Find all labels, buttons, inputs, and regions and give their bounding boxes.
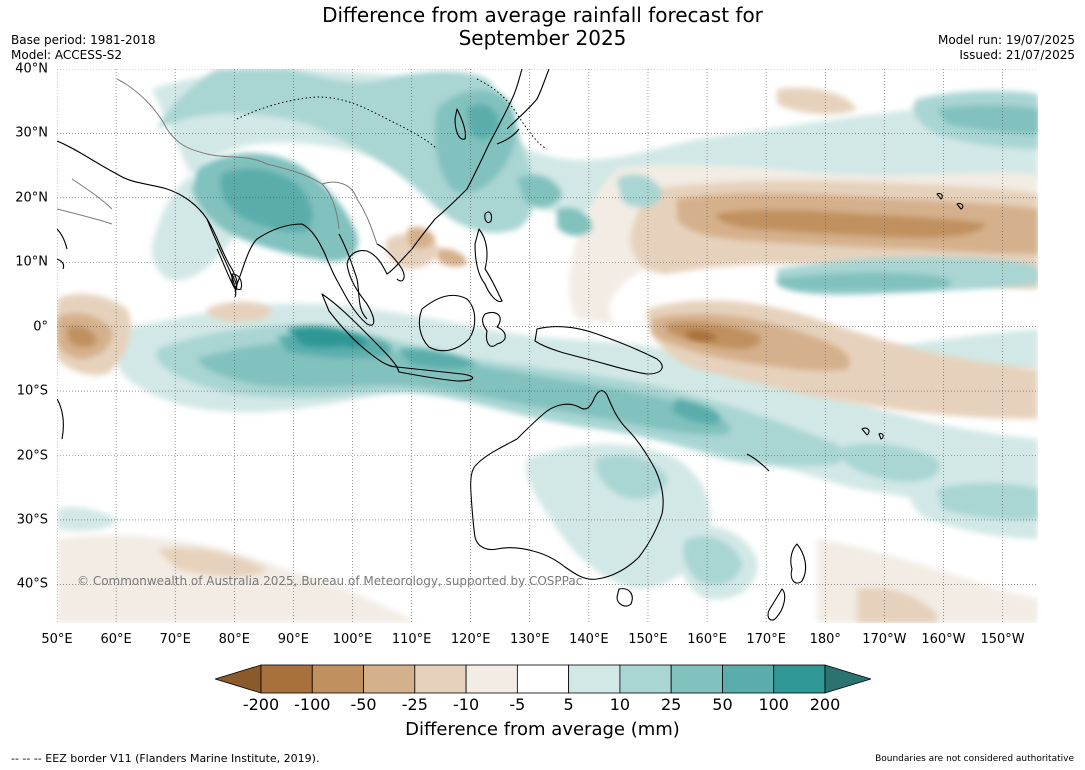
longitude-tick-label: 180° [809, 632, 841, 647]
longitude-tick-label: 110°E [391, 632, 432, 647]
eez-note: -- -- -- EEZ border V11 (Flanders Marine… [11, 752, 320, 765]
colorbar-tick-label: 50 [712, 695, 733, 714]
colorbar-tick-label: -25 [401, 695, 428, 714]
base-period-label: Base period: 1981-2018 [11, 33, 156, 47]
anomaly-100-200-regions [287, 326, 367, 347]
latitude-tick-label: 40°S [16, 576, 48, 592]
colorbar-tick-label: -50 [350, 695, 377, 714]
longitude-tick-label: 130°E [510, 632, 550, 647]
coast-tasmania [616, 588, 633, 607]
colorbar-segment [670, 664, 723, 694]
issued-label: Issued: 21/07/2025 [959, 48, 1075, 62]
colorbar-segment [722, 664, 775, 694]
model-info: Base period: 1981-2018 Model: ACCESS-S2 [11, 33, 156, 63]
longitude-tick-label: 150°W [980, 632, 1025, 647]
coast-newcaledonia [746, 453, 770, 472]
coast-borneo [418, 294, 476, 352]
eez-borders [236, 78, 548, 150]
longitude-tick-label: 80°E [218, 632, 250, 647]
coast-hawaii [936, 192, 964, 210]
colorbar-arrow-high [824, 664, 871, 694]
colorbar-tick-label: 25 [660, 695, 682, 714]
colorbar-segment [363, 664, 416, 694]
colorbar-title: Difference from average (mm) [405, 719, 680, 740]
latitude-tick-label: 0° [33, 319, 48, 335]
chart-title: Difference from average rainfall forecas… [0, 4, 1085, 50]
latitude-tick-label: 20°N [15, 190, 48, 206]
coast-newzealand [767, 543, 807, 621]
anomaly-minus100-minus200-regions [687, 330, 717, 342]
title-line-1: Difference from average rainfall forecas… [322, 3, 763, 27]
coast-newguinea [534, 325, 663, 375]
longitude-tick-label: 160°E [687, 632, 727, 647]
longitude-tick-label: 50°E [41, 632, 73, 647]
colorbar-segment [311, 664, 364, 694]
coast-africa [57, 228, 68, 270]
longitude-tick-label: 90°E [277, 632, 310, 647]
coast-sulawesi [482, 311, 506, 347]
boundaries-note: Boundaries are not considered authoritat… [875, 754, 1074, 764]
longitude-tick-label: 120°E [450, 632, 491, 647]
coast-japan [496, 69, 550, 145]
latitude-tick-label: 30°S [16, 512, 48, 528]
longitude-tick-label: 70°E [159, 632, 191, 647]
colorbar-tick-label: 100 [758, 695, 789, 714]
coast-india [206, 218, 238, 298]
colorbar-tick-label: -5 [509, 695, 526, 714]
longitude-tick-label: 160°W [921, 632, 966, 647]
colorbar-tick-label: 5 [563, 695, 574, 714]
latitude-tick-label: 10°N [15, 254, 48, 270]
colorbar-segment [414, 664, 467, 694]
copyright-notice: © Commonwealth of Australia 2025, Bureau… [77, 574, 583, 588]
longitude-tick-label: 170°W [862, 632, 907, 647]
title-line-2: September 2025 [458, 26, 627, 50]
country-borders [57, 78, 378, 245]
longitude-tick-label: 170°E [746, 632, 786, 647]
coast-philippines [474, 228, 503, 303]
colorbar-arrow-low [215, 664, 262, 694]
colorbar-segment [465, 664, 518, 694]
coastlines [57, 69, 964, 621]
coast-taiwan [484, 211, 493, 224]
longitude-tick-label: 140°E [569, 632, 609, 647]
colorbar-tick-label: 200 [809, 695, 841, 714]
colorbar-segment [568, 664, 621, 694]
coast-srilanka [231, 273, 243, 291]
colorbar-tick-label: 10 [609, 695, 631, 714]
colorbar-segment [773, 664, 826, 694]
longitude-tick-label: 60°E [100, 632, 132, 647]
colorbar-segment [619, 664, 672, 694]
coast-korea [454, 108, 466, 140]
longitude-tick-label: 100°E [332, 632, 373, 647]
latitude-tick-label: 10°S [16, 383, 48, 399]
coast-australia [470, 390, 664, 580]
longitude-tick-label: 150°E [628, 632, 668, 647]
run-info: Model run: 19/07/2025 Issued: 21/07/2025 [938, 33, 1075, 63]
coast-fiji [861, 427, 884, 440]
rainfall-anomaly-map [57, 69, 1038, 623]
latitude-tick-label: 30°N [15, 125, 48, 141]
graticule [57, 69, 1038, 623]
colorbar-tick-label: -10 [453, 695, 480, 714]
colorbar-segment [516, 664, 570, 694]
coast-madagascar [57, 398, 64, 440]
colorbar-tick-label: -100 [294, 695, 331, 714]
coast-indochina [338, 233, 405, 320]
latitude-tick-label: 20°S [16, 448, 48, 463]
coast-java [396, 366, 474, 382]
latitude-tick-label: 40°N [15, 61, 48, 77]
anomaly-field [57, 69, 1038, 623]
colorbar-tick-label: -200 [242, 695, 280, 714]
model-label: Model: ACCESS-S2 [11, 48, 123, 62]
colorbar [215, 664, 871, 694]
model-run-label: Model run: 19/07/2025 [937, 33, 1075, 47]
colorbar-segment [260, 664, 313, 694]
